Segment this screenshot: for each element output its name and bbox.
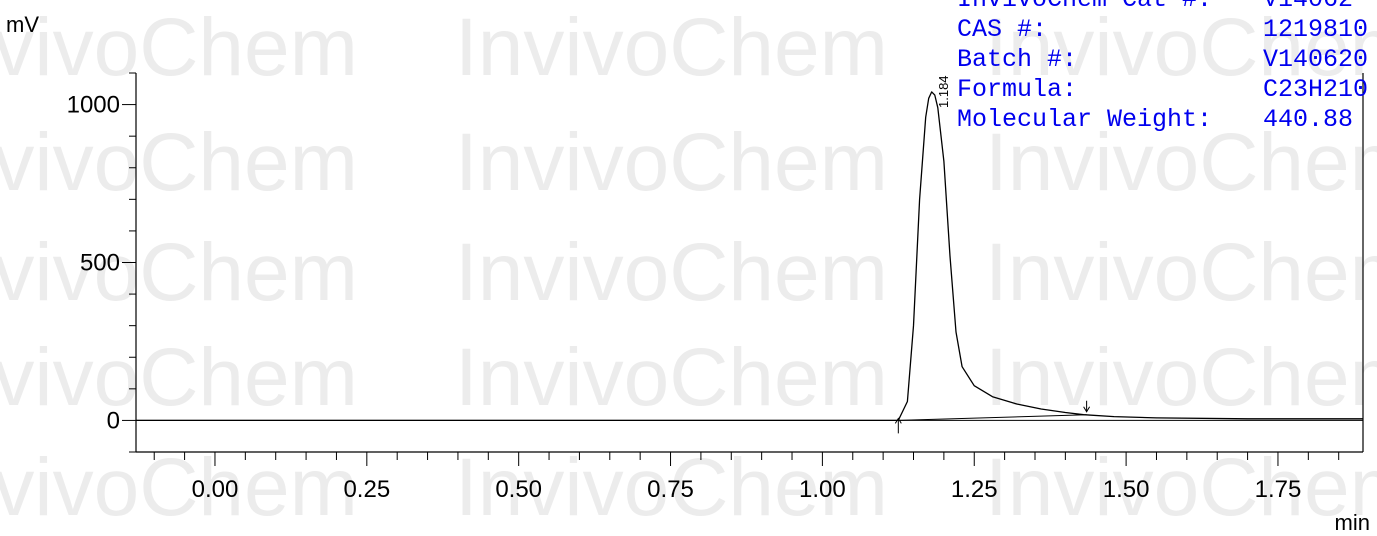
chromatogram-trace xyxy=(136,91,1363,422)
watermark-text: InvivoChem xyxy=(985,442,1377,533)
info-label: Molecular Weight: xyxy=(957,105,1212,134)
watermark-text: InvivoChem xyxy=(985,117,1377,208)
x-tick-label: 1.00 xyxy=(799,476,846,503)
watermark-text: InvivoChem xyxy=(985,227,1377,318)
x-tick-label: 0.50 xyxy=(495,476,542,503)
x-tick-label: 1.25 xyxy=(951,476,998,503)
peak-start-marker xyxy=(894,417,902,434)
watermark-text: InvivoChem xyxy=(455,442,888,533)
y-tick-label: 0 xyxy=(107,407,120,434)
y-tick-label: 1000 xyxy=(67,92,120,119)
y-tick-label: 500 xyxy=(80,250,120,277)
x-tick-label: 0.75 xyxy=(647,476,694,503)
series-layer: 1.184 xyxy=(136,75,1363,434)
watermark-text: InvivoChem xyxy=(985,2,1377,93)
info-value: 440.88 xyxy=(1263,105,1353,134)
peak-retention-label: 1.184 xyxy=(936,75,951,108)
info-label: Formula: xyxy=(957,75,1077,104)
watermark-text: InvivoChem xyxy=(455,117,888,208)
watermark-text: InvivoChem xyxy=(0,227,358,318)
x-tick-label: 0.00 xyxy=(192,476,239,503)
watermark-text: InvivoChem xyxy=(455,2,888,93)
x-tick-label: 1.75 xyxy=(1255,476,1302,503)
watermark-text: InvivoChem xyxy=(0,117,358,208)
x-axis-unit-label: min xyxy=(1335,510,1370,535)
watermark-text: InvivoChem xyxy=(0,332,358,423)
y-axis-unit-label: mV xyxy=(6,12,39,37)
watermark-text: InvivoChem xyxy=(0,442,358,533)
info-value: V14062 xyxy=(1263,0,1353,14)
info-value: V140620 xyxy=(1263,45,1368,74)
info-value: C23H210 xyxy=(1263,75,1368,104)
info-label: CAS #: xyxy=(957,15,1047,44)
info-label: InvivoChem Cat #: xyxy=(957,0,1212,14)
axes: 0 500 1000 0.00 0.25 0.50 0.75 1.00 1.25 1.50 1.75… xyxy=(6,12,1370,535)
watermark-text: InvivoChem xyxy=(455,227,888,318)
x-tick-label: 1.50 xyxy=(1103,476,1150,503)
info-label: Batch #: xyxy=(957,45,1077,74)
watermark-text: InvivoChem xyxy=(985,332,1377,423)
watermark-text: InvivoChem xyxy=(455,332,888,423)
peak-end-marker xyxy=(1083,400,1091,413)
integration-baseline xyxy=(898,414,1087,421)
x-tick-label: 0.25 xyxy=(343,476,390,503)
info-value: 1219810 xyxy=(1263,15,1368,44)
watermark-text: InvivoChem xyxy=(0,2,358,93)
info-panel: InvivoChem Cat #: V14062 CAS #: 1219810 Batc… xyxy=(957,0,1368,134)
